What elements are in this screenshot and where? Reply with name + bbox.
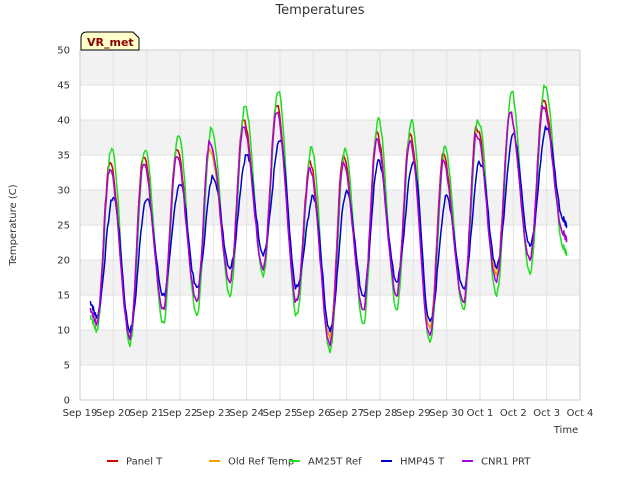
y-tick-label: 35 [57, 151, 70, 162]
y-tick-label: 25 [57, 221, 70, 232]
x-tick-label: Sep 26 [296, 408, 331, 419]
legend-label: Old Ref Temp [228, 457, 294, 468]
y-tick-label: 15 [57, 291, 70, 302]
y-tick-label: 10 [57, 326, 70, 337]
legend-label: CNR1 PRT [481, 457, 531, 468]
x-tick-label: Sep 21 [129, 408, 164, 419]
x-tick-label: Oct 4 [567, 408, 594, 419]
legend-label: AM25T Ref [308, 457, 362, 468]
x-tick-label: Sep 22 [163, 408, 198, 419]
badge-label: VR_met [87, 36, 134, 49]
y-tick-label: 45 [57, 81, 70, 92]
grid-band [80, 260, 580, 295]
y-tick-label: 0 [64, 396, 70, 407]
x-tick-label: Sep 24 [229, 408, 264, 419]
x-tick-label: Sep 29 [396, 408, 431, 419]
legend: Panel T Old Ref Temp AM25T Ref HMP45 T CNR1 … [107, 457, 531, 468]
x-tick-label: Oct 1 [467, 408, 494, 419]
x-tick-label: Sep 28 [363, 408, 398, 419]
y-axis-label: Temperature (C) [8, 184, 19, 266]
y-tick-label: 20 [57, 256, 70, 267]
series-line-hmp45-t [89, 125, 568, 334]
chart-title: Temperatures [274, 3, 364, 18]
x-tick-label: Sep 30 [429, 408, 464, 419]
grid-band [80, 190, 580, 225]
grid-band [80, 120, 580, 155]
x-tick-label: Sep 20 [96, 408, 131, 419]
x-tick-label: Sep 19 [63, 408, 98, 419]
x-tick-label: Sep 25 [263, 408, 298, 419]
grid-band [80, 50, 580, 85]
series-line-cnr1-prt [89, 104, 568, 347]
y-tick-label: 40 [57, 116, 70, 127]
x-tick-label: Sep 23 [196, 408, 231, 419]
x-tick-label: Oct 2 [500, 408, 527, 419]
x-tick-label: Oct 3 [533, 408, 560, 419]
y-tick-label: 30 [57, 186, 70, 197]
series-line-am25t-ref [89, 84, 568, 354]
legend-label: HMP45 T [400, 457, 445, 468]
x-axis-label: Time [553, 425, 578, 436]
station-badge: VR_met [80, 31, 140, 51]
legend-label: Panel T [126, 457, 163, 468]
badge-shape [80, 31, 140, 51]
x-tick-label: Sep 27 [329, 408, 364, 419]
y-tick-label: 50 [57, 46, 70, 57]
y-tick-label: 5 [64, 361, 70, 372]
plot-frame [79, 49, 581, 401]
